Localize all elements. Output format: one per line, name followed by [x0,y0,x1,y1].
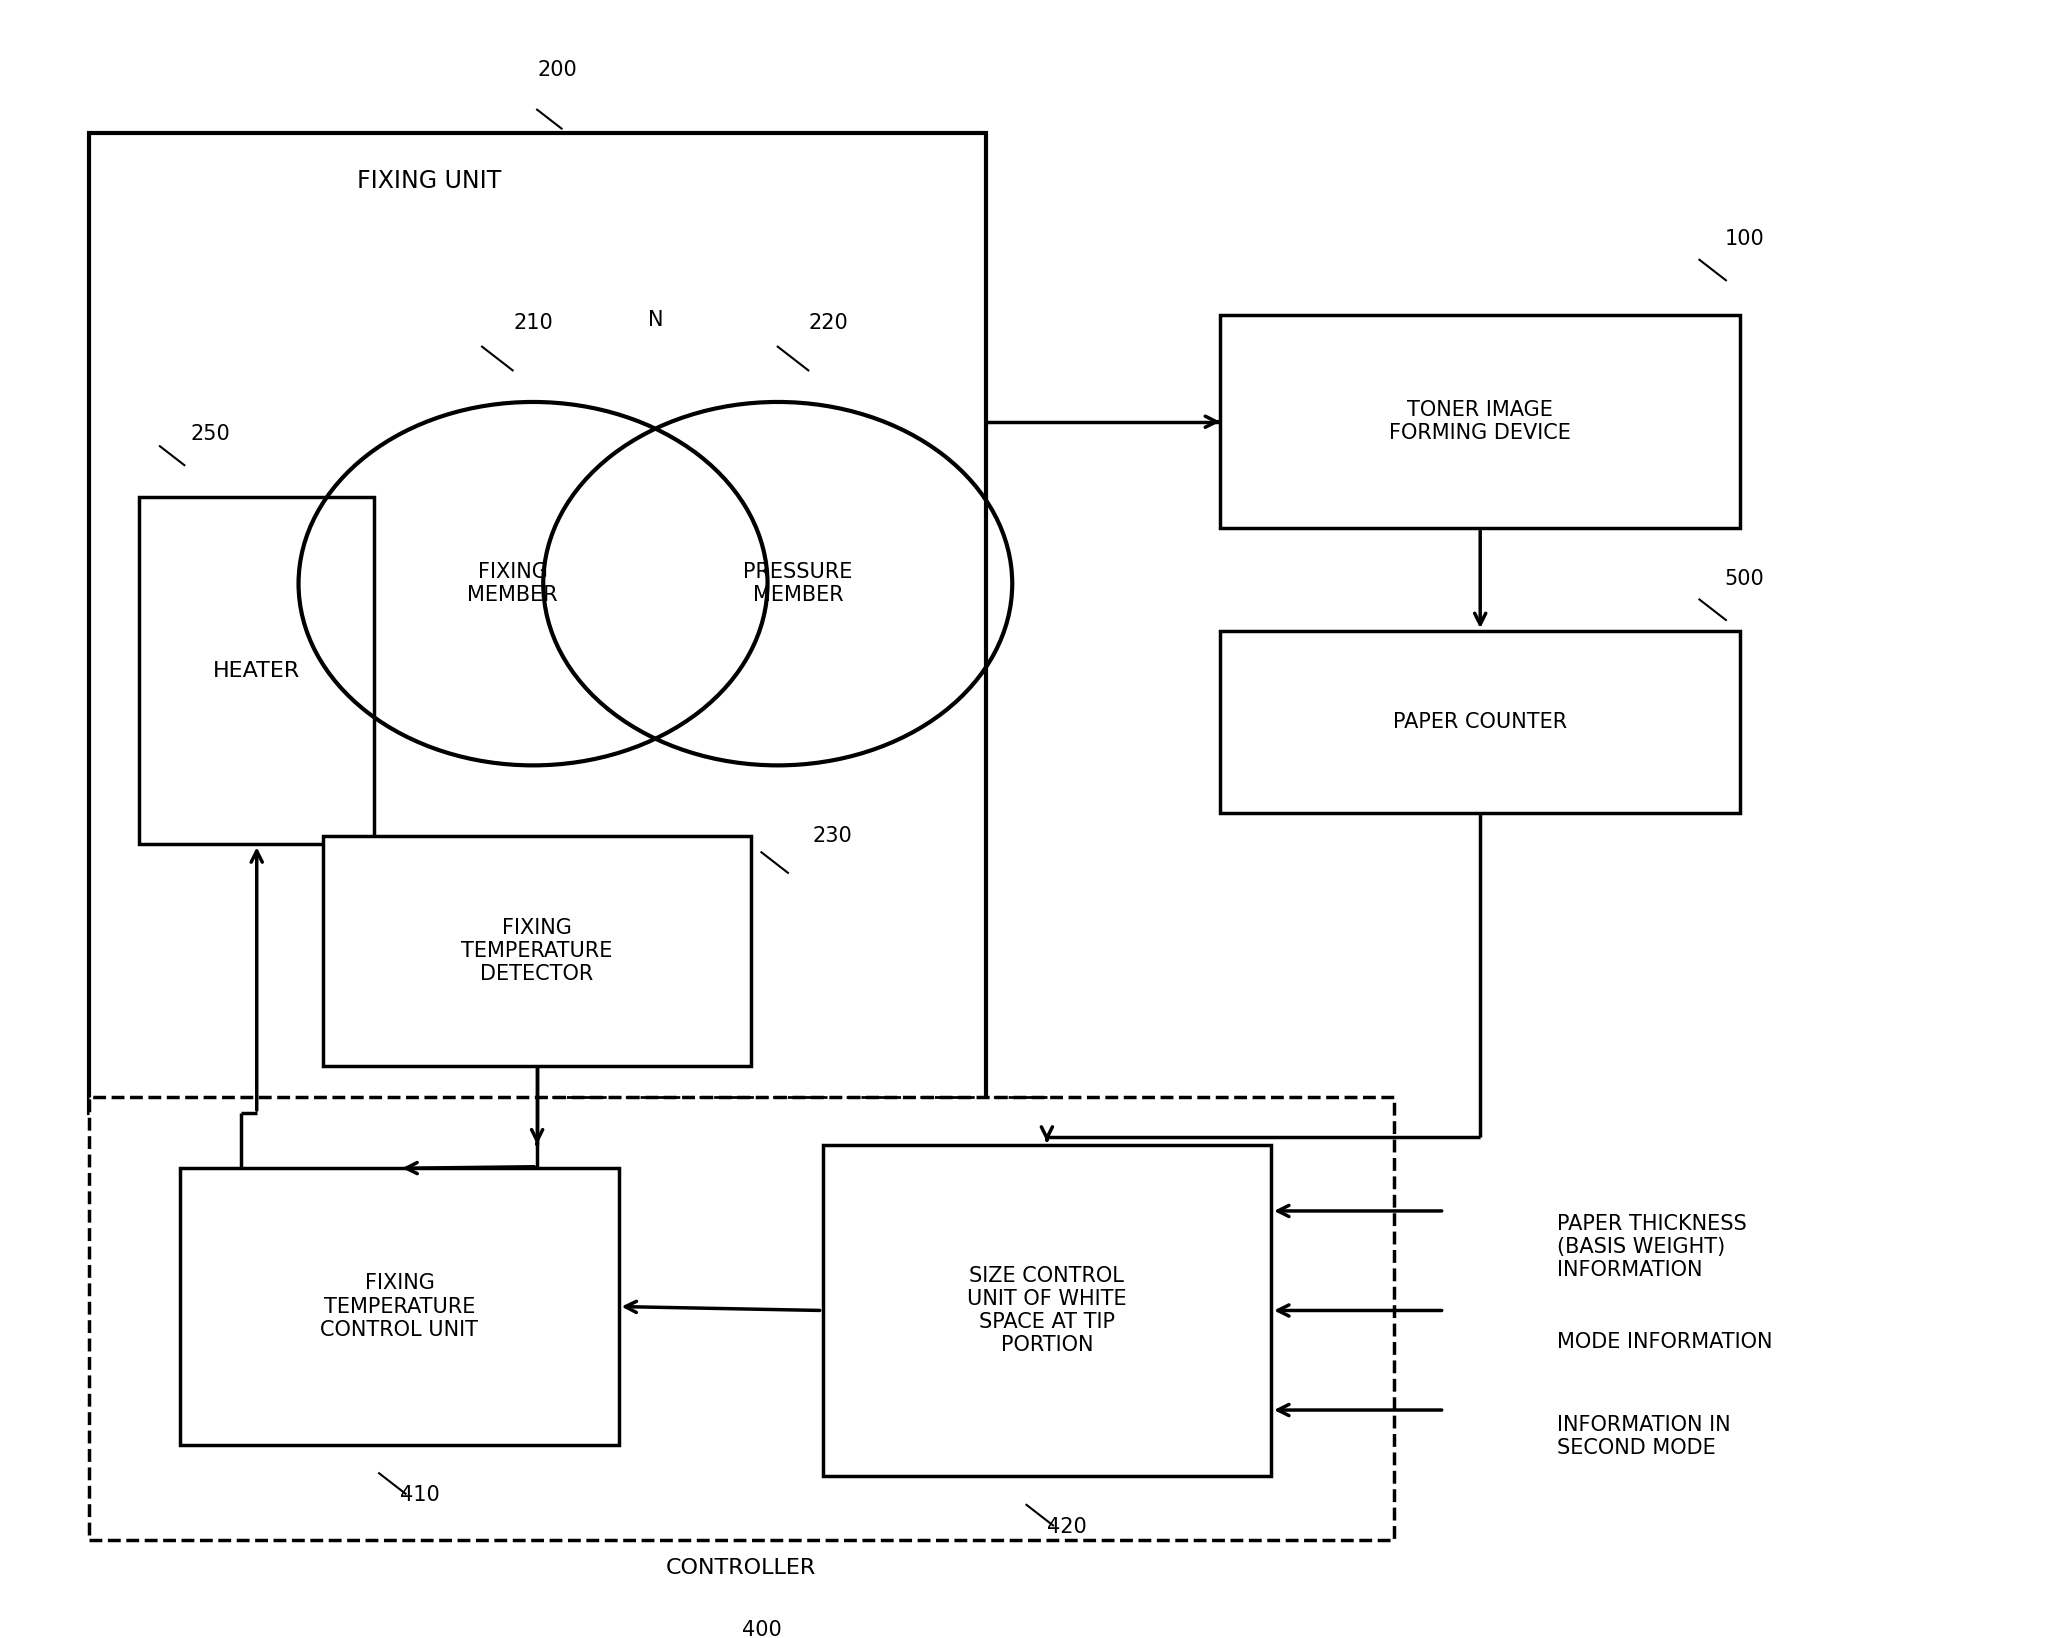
Text: 420: 420 [1047,1517,1088,1536]
Text: SIZE CONTROL
UNIT OF WHITE
SPACE AT TIP
PORTION: SIZE CONTROL UNIT OF WHITE SPACE AT TIP … [967,1266,1127,1355]
FancyBboxPatch shape [88,133,985,1112]
Text: FIXING
TEMPERATURE
DETECTOR: FIXING TEMPERATURE DETECTOR [462,917,612,984]
Text: INFORMATION IN
SECOND MODE: INFORMATION IN SECOND MODE [1556,1415,1731,1458]
FancyBboxPatch shape [322,837,751,1066]
Text: FIXING UNIT: FIXING UNIT [357,169,501,193]
Text: PAPER THICKNESS
(BASIS WEIGHT)
INFORMATION: PAPER THICKNESS (BASIS WEIGHT) INFORMATI… [1556,1214,1747,1281]
FancyBboxPatch shape [88,1097,1394,1540]
Text: CONTROLLER: CONTROLLER [665,1558,817,1577]
FancyBboxPatch shape [140,496,374,844]
FancyBboxPatch shape [1219,314,1741,529]
FancyBboxPatch shape [181,1168,618,1445]
Text: FIXING
MEMBER: FIXING MEMBER [468,562,558,606]
FancyBboxPatch shape [823,1145,1271,1476]
Text: 410: 410 [400,1486,439,1505]
Text: 200: 200 [538,61,577,80]
Text: 250: 250 [191,424,230,444]
Text: HEATER: HEATER [214,660,300,680]
Text: 100: 100 [1725,229,1764,249]
Text: PAPER COUNTER: PAPER COUNTER [1394,713,1566,732]
Text: MODE INFORMATION: MODE INFORMATION [1556,1332,1772,1351]
Text: 210: 210 [513,313,552,333]
Text: 220: 220 [809,313,848,333]
Text: PRESSURE
MEMBER: PRESSURE MEMBER [743,562,852,606]
Text: FIXING
TEMPERATURE
CONTROL UNIT: FIXING TEMPERATURE CONTROL UNIT [320,1273,478,1340]
Text: 500: 500 [1725,568,1764,590]
Text: TONER IMAGE
FORMING DEVICE: TONER IMAGE FORMING DEVICE [1390,400,1571,444]
Text: 400: 400 [741,1620,782,1638]
Text: 230: 230 [813,827,852,847]
FancyBboxPatch shape [1219,631,1741,812]
Text: N: N [647,310,663,329]
